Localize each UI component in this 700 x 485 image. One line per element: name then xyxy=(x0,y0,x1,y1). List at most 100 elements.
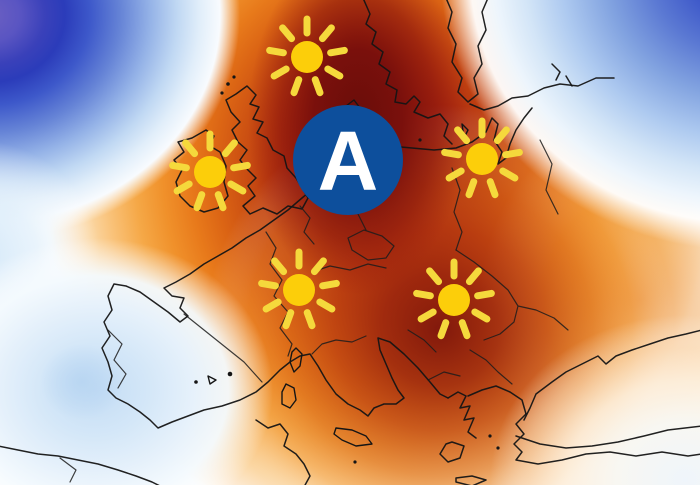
sun-ray xyxy=(465,267,482,286)
sun-ray xyxy=(413,289,434,300)
aegean-island-dot xyxy=(496,446,500,450)
coastline-great-britain xyxy=(225,85,309,215)
sun-ray xyxy=(169,161,190,172)
sun-icon-north xyxy=(266,15,348,97)
sun-ray xyxy=(324,65,344,80)
cold-anomaly-northeast xyxy=(441,0,700,248)
sun-ray xyxy=(262,298,282,313)
sun-ray xyxy=(193,191,206,212)
sun-ray xyxy=(437,319,450,340)
sun-ray xyxy=(502,148,523,159)
balearic-island-dot xyxy=(194,380,198,384)
sun-ray xyxy=(499,167,519,182)
scottish-isle-dot xyxy=(232,75,236,79)
country-borders xyxy=(59,139,569,483)
coastline-continental-europe xyxy=(101,137,449,429)
coastline-greece xyxy=(447,385,527,439)
high-pressure-marker: A xyxy=(293,105,403,215)
coastline-scandinavia xyxy=(363,0,453,145)
sun-ray xyxy=(214,191,227,212)
border-italy-north xyxy=(311,335,367,355)
sun-ray xyxy=(311,76,324,97)
sun-icons-layer xyxy=(169,15,523,340)
sun-ray xyxy=(316,298,336,313)
sun-icon-central xyxy=(258,248,340,330)
sun-ray xyxy=(493,126,510,145)
border-balkans xyxy=(407,329,513,385)
sun-ray xyxy=(227,180,247,195)
high-pressure-marker-label: A xyxy=(318,114,379,208)
coastline-corsica xyxy=(289,347,303,373)
sun-ray xyxy=(458,319,471,340)
coastline-crete xyxy=(455,475,487,485)
sun-ray xyxy=(445,167,465,182)
sun-core xyxy=(291,41,323,73)
coastline-sicily xyxy=(333,427,373,447)
sun-ray xyxy=(327,46,348,57)
neutral-zone-southeast xyxy=(490,315,700,485)
cold-anomaly-iberia xyxy=(0,238,273,485)
sun-ray xyxy=(258,279,279,290)
sun-ray xyxy=(310,257,327,276)
coastline-finland-gulf xyxy=(469,77,615,111)
balearic-island-dot xyxy=(227,371,233,377)
sun-ray xyxy=(318,24,335,43)
high-pressure-marker-circle xyxy=(293,105,403,215)
border-spain-portugal xyxy=(107,329,127,389)
border-alps xyxy=(311,263,387,273)
cold-anomaly-iberia-core xyxy=(40,344,124,420)
sun-ray xyxy=(303,309,316,330)
coastline-sardinia xyxy=(281,383,297,409)
coastline-north-africa xyxy=(0,445,160,485)
border-carpathians xyxy=(455,249,569,341)
coastline-turkey-north xyxy=(515,425,700,449)
coastline-black-sea-north xyxy=(523,329,700,421)
scottish-isle-dot xyxy=(226,82,230,86)
bornholm-dot xyxy=(418,138,422,142)
sun-icon-east xyxy=(441,117,523,199)
sun-ray xyxy=(441,148,462,159)
sun-ray xyxy=(471,308,491,323)
sun-ray xyxy=(454,126,471,145)
border-pyrenees xyxy=(183,313,263,383)
border-czechia xyxy=(347,229,395,261)
coastline-baltic-south xyxy=(367,107,533,165)
border-low-countries xyxy=(299,205,315,245)
sun-ray xyxy=(270,65,290,80)
sun-ray xyxy=(266,46,287,57)
sun-ray xyxy=(282,309,295,330)
sun-ray xyxy=(486,178,499,199)
sun-icon-southeast xyxy=(413,258,495,340)
coastline-gulf-of-bothnia xyxy=(446,0,488,103)
sun-ray xyxy=(474,289,495,300)
sun-ray xyxy=(426,267,443,286)
sun-ray xyxy=(221,139,238,158)
sun-ray xyxy=(182,139,199,158)
malta-dot xyxy=(353,460,357,464)
border-ukraine xyxy=(539,139,559,215)
coastline-turkey-west-south xyxy=(513,413,700,465)
sun-core xyxy=(438,284,470,316)
sun-ray xyxy=(465,178,478,199)
aegean-island-dot xyxy=(488,434,492,438)
sun-ray xyxy=(417,308,437,323)
border-france-east xyxy=(265,231,293,357)
sun-ray xyxy=(271,257,288,276)
coastline-finland-lakes xyxy=(551,63,573,87)
sun-ray xyxy=(319,279,340,290)
coastline-balearics xyxy=(207,375,217,385)
sun-ray xyxy=(290,76,303,97)
border-poland-east xyxy=(451,167,463,251)
sun-ray xyxy=(279,24,296,43)
border-morocco-algeria xyxy=(59,457,77,483)
coastline-tunisia xyxy=(255,419,311,485)
sun-ray xyxy=(173,180,193,195)
sun-core xyxy=(283,274,315,306)
sun-icon-west xyxy=(169,130,251,212)
coastline-peloponnese xyxy=(439,441,465,463)
scottish-isle-dot xyxy=(220,91,224,95)
